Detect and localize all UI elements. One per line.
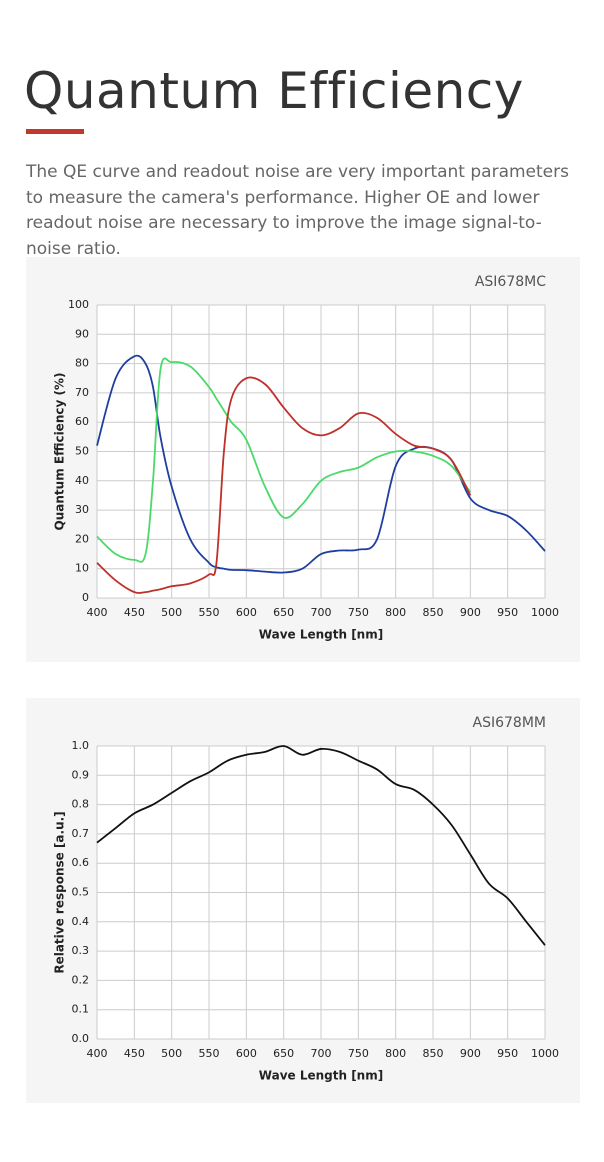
x-tick-label: 850 — [423, 1047, 444, 1060]
y-tick-label: 0.7 — [72, 827, 90, 840]
x-tick-label: 1000 — [531, 1047, 559, 1060]
x-tick-label: 550 — [199, 1047, 220, 1060]
x-tick-label: 400 — [87, 606, 108, 619]
title-underline — [26, 129, 84, 134]
x-tick-label: 950 — [497, 606, 518, 619]
y-tick-label: 0.9 — [72, 768, 90, 781]
data-line — [96, 376, 472, 594]
chart: ASI678MC 0 10 20 30 40 50 60 70 80 90 100 400 450 500 5… — [26, 257, 580, 662]
x-tick-label: 1000 — [531, 606, 559, 619]
y-tick-label: 0.3 — [72, 944, 90, 957]
y-tick-label: 0 — [82, 591, 89, 604]
y-tick-label: 60 — [75, 415, 89, 428]
x-tick-label: 800 — [385, 606, 406, 619]
x-tick-label: 650 — [273, 1047, 294, 1060]
x-tick-label: 600 — [236, 606, 257, 619]
data-line — [96, 745, 546, 946]
x-axis-label: Wave Length [nm] — [259, 628, 383, 642]
y-axis-label: Relative response [a.u.] — [53, 811, 67, 973]
y-tick-label: 0.6 — [72, 856, 90, 869]
x-tick-label: 900 — [460, 606, 481, 619]
y-tick-label: 10 — [75, 562, 89, 575]
x-tick-label: 500 — [161, 606, 182, 619]
y-tick-label: 100 — [68, 298, 89, 311]
x-tick-label: 750 — [348, 1047, 369, 1060]
x-tick-label: 650 — [273, 606, 294, 619]
y-tick-label: 40 — [75, 474, 89, 487]
y-tick-label: 0.1 — [72, 1003, 90, 1016]
y-tick-label: 80 — [75, 357, 89, 370]
x-tick-label: 800 — [385, 1047, 406, 1060]
y-tick-label: 0.4 — [72, 915, 90, 928]
x-tick-label: 950 — [497, 1047, 518, 1060]
data-line — [96, 357, 472, 563]
x-tick-label: 450 — [124, 606, 145, 619]
description: The QE curve and readout noise are very … — [26, 162, 569, 259]
x-tick-label: 400 — [87, 1047, 108, 1060]
y-tick-label: 0.0 — [72, 1032, 90, 1045]
x-tick-label: 700 — [311, 606, 332, 619]
x-tick-label: 450 — [124, 1047, 145, 1060]
page-title: Quantum Efficiency — [24, 62, 524, 120]
x-tick-label: 700 — [311, 1047, 332, 1060]
x-tick-label: 850 — [423, 606, 444, 619]
x-tick-label: 750 — [348, 606, 369, 619]
y-axis-label: Quantum Efficiency (%) — [53, 373, 67, 531]
y-tick-label: 20 — [75, 532, 89, 545]
chart-title: ASI678MM — [473, 715, 546, 731]
chart-title: ASI678MC — [475, 274, 546, 290]
y-tick-label: 70 — [75, 386, 89, 399]
y-tick-label: 1.0 — [72, 739, 90, 752]
y-tick-label: 90 — [75, 327, 89, 340]
y-tick-label: 50 — [75, 445, 89, 458]
x-tick-label: 600 — [236, 1047, 257, 1060]
chart: ASI678MM 0.0 0.1 0.2 0.3 0.4 0.5 0.6 0.7 0.8 0.9 1.… — [26, 698, 580, 1103]
y-tick-label: 30 — [75, 503, 89, 516]
x-tick-label: 900 — [460, 1047, 481, 1060]
y-tick-label: 0.5 — [72, 886, 90, 899]
y-tick-label: 0.2 — [72, 973, 90, 986]
x-tick-label: 500 — [161, 1047, 182, 1060]
y-tick-label: 0.8 — [72, 798, 90, 811]
x-tick-label: 550 — [199, 606, 220, 619]
x-axis-label: Wave Length [nm] — [259, 1069, 383, 1083]
